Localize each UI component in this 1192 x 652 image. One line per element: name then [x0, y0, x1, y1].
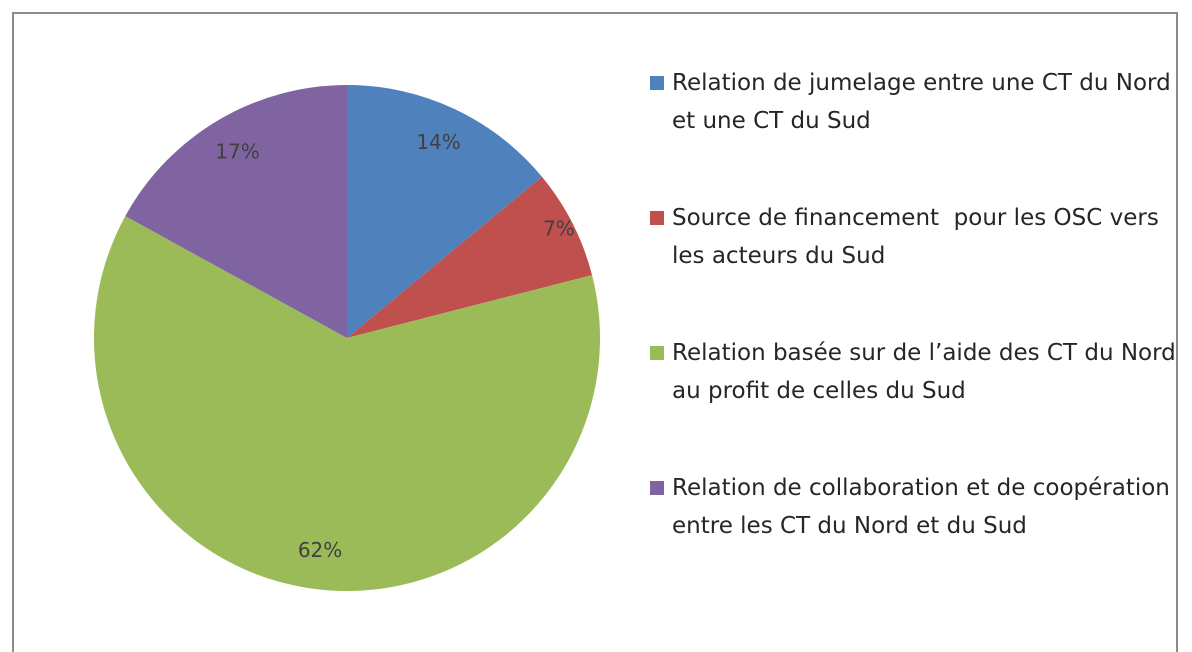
- data-label: 17%: [215, 139, 259, 163]
- legend-entry: Source de financement pour les OSC vers …: [650, 199, 1180, 275]
- legend-label: Relation basée sur de l’aide des CT du N…: [672, 340, 1184, 404]
- legend-swatch: [650, 211, 664, 225]
- legend-entry: Relation de jumelage entre une CT du Nor…: [650, 64, 1180, 140]
- legend-entry: Relation basée sur de l’aide des CT du N…: [650, 334, 1180, 410]
- data-label: 14%: [416, 130, 460, 154]
- data-label: 7%: [543, 217, 575, 241]
- legend-swatch: [650, 76, 664, 90]
- legend-label: Relation de jumelage entre une CT du Nor…: [672, 70, 1179, 134]
- pie-slice: [347, 176, 593, 338]
- pie-slice: [347, 85, 542, 338]
- legend-entry: Relation de collaboration et de coopérat…: [650, 469, 1180, 545]
- legend-swatch: [650, 346, 664, 360]
- data-label: 62%: [298, 538, 342, 562]
- pie-slice: [93, 216, 600, 591]
- pie-slice: [125, 85, 348, 338]
- legend-label: Relation de collaboration et de coopérat…: [672, 475, 1178, 539]
- legend-swatch: [650, 481, 664, 495]
- legend-label: Source de financement pour les OSC vers …: [672, 205, 1167, 269]
- chart-frame: [12, 12, 1178, 652]
